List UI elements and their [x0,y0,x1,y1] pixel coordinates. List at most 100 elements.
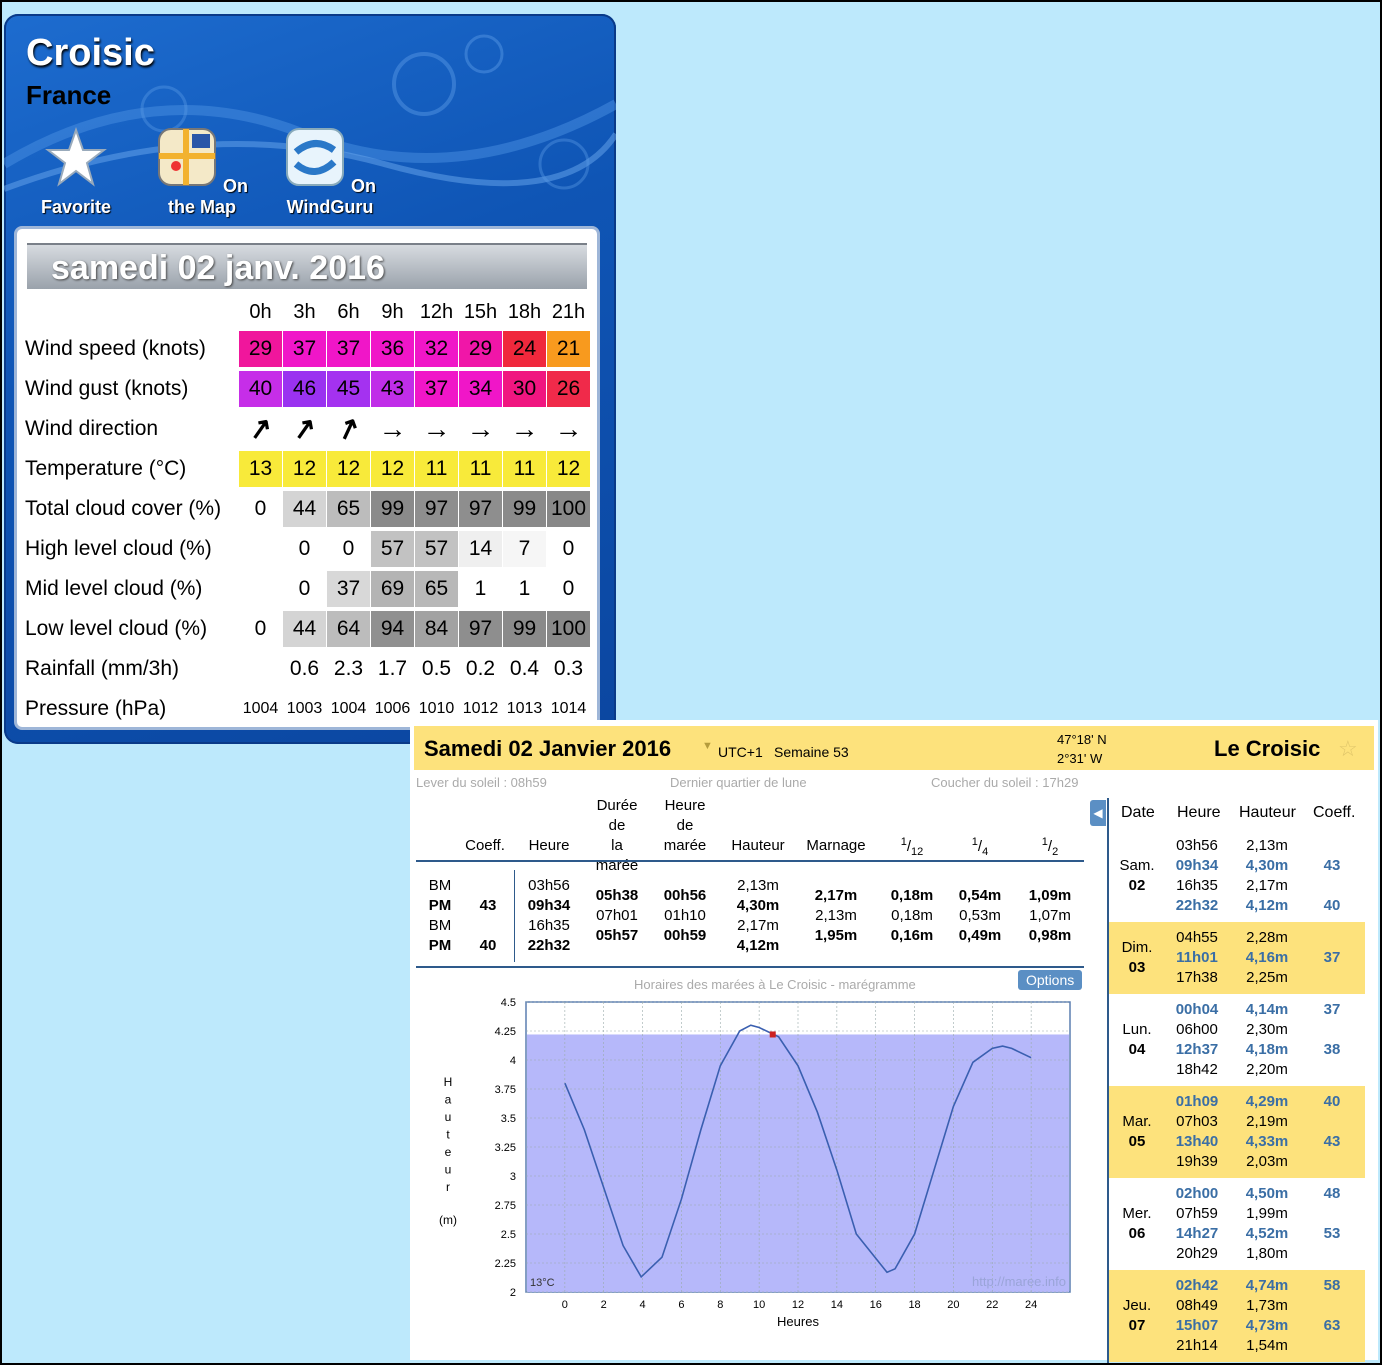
side-day-row: Mer. 06 02h00 4,50m 48 07h59 1,99m 14h27 4,52m 53… [1109,1178,1365,1270]
forecast-cell: 99 [371,491,414,527]
tide-quarter: 0,53m [959,907,1001,924]
table-vsep [514,870,515,962]
side-coeff: 43 [1323,1133,1341,1150]
forecast-cell: 32 [415,331,458,367]
tide-date[interactable]: Samedi 02 Janvier 2016 [424,736,672,761]
side-day-name: Mar. [1122,1113,1152,1130]
forecast-cell: 36 [371,331,414,367]
forecast-cell: 99 [503,611,546,647]
side-time: 08h49 [1176,1297,1218,1314]
forecast-row-label: Wind gust (knots) [25,377,189,400]
tide-half: 0,98m [1028,927,1072,944]
y-tick-label: 2.25 [495,1258,516,1270]
y-tick-label: 2.75 [495,1200,516,1212]
forecast-cell: 0 [342,537,355,560]
hour-label: 0h [249,301,272,323]
y-axis-letter: t [446,1128,450,1142]
tide-range: 1,95m [814,927,858,944]
forecast-cell: 30 [503,371,546,407]
side-time: 14h27 [1175,1225,1219,1242]
tide-duration: 07h01 [596,907,638,924]
forecast-cell: 12 [547,451,590,487]
tide-duration: 05h38 [595,887,639,904]
y-tick-label: 3.75 [495,1084,516,1096]
side-height: 4,18m [1245,1041,1289,1058]
forecast-row: Rainfall (mm/3h) 0.6 2.3 1.7 0.5 0.2 0.4 0.3 [17,649,597,689]
wind-arrow-icon: → [554,413,583,444]
side-time: 21h14 [1176,1337,1218,1354]
side-col-heure: Heure [1177,804,1221,821]
col-heure: Heure [528,837,570,854]
date-dropdown-icon[interactable]: ▼ [702,740,713,752]
collapse-arrow-icon[interactable]: ◀ [1090,800,1106,826]
forecast-cell: 0 [254,497,267,520]
y-tick-label: 4.25 [495,1026,516,1038]
side-coeff: 37 [1323,1001,1341,1018]
side-time: 19h39 [1176,1153,1218,1170]
hour-label: 9h [381,301,404,323]
forecast-cell: 1013 [506,700,543,717]
side-height: 4,29m [1245,1093,1289,1110]
side-time: 03h56 [1176,837,1218,854]
side-height: 2,30m [1246,1021,1288,1038]
x-tick-label: 0 [562,1299,568,1311]
chart-caption: Horaires des marées à Le Croisic - marég… [634,977,916,992]
tide-curve [564,1024,1032,1279]
side-height: 1,73m [1246,1297,1288,1314]
side-time: 17h38 [1176,969,1218,986]
forecast-row: Wind gust (knots) 40 46 45 43 37 34 30 26 [17,369,597,409]
favorite-button[interactable]: Favorite [36,126,116,218]
forecast-cell: 1003 [286,700,323,717]
side-height: 4,30m [1245,857,1289,874]
forecast-row: Temperature (°C) 13 12 12 12 11 11 11 12 [17,449,597,489]
side-day-name: Lun. [1122,1021,1152,1038]
forecast-row-label: Pressure (hPa) [25,697,167,720]
side-day-row: Sam. 02 03h56 2,13m 09h34 4,30m 43 16h35 2,17m 22… [1109,830,1365,922]
options-button[interactable]: Options [1018,970,1083,990]
forecast-cell: 34 [459,371,502,407]
wind-arrow-icon: → [422,413,451,444]
side-coeff: 48 [1323,1185,1341,1202]
on-windguru-button[interactable]: On WindGuru [270,126,390,218]
x-tick-label: 8 [717,1299,723,1311]
hour-label: 3h [293,301,316,323]
tide-coeff: 40 [479,937,497,954]
tide-time: 09h34 [527,897,571,914]
x-tick-label: 4 [640,1299,646,1311]
on-the-map-button[interactable]: On the Map [150,126,254,218]
forecast-cell: 46 [283,371,326,407]
wind-arrow-icon: ↗ [246,411,275,446]
favorite-star-icon[interactable]: ☆ [1338,736,1358,761]
side-time: 20h29 [1176,1245,1218,1262]
tide-quarter: 0,49m [958,927,1002,944]
side-time: 11h01 [1176,949,1218,966]
forecast-cell: 1004 [330,700,367,717]
forecast-row: High level cloud (%) 0 0 57 57 14 7 0 [17,529,597,569]
y-tick-label: 4.5 [501,997,516,1009]
city-name: Croisic [26,32,155,74]
country-name: France [26,80,112,110]
side-height: 4,12m [1245,897,1289,914]
side-day-name: Jeu. [1122,1297,1152,1314]
forecast-cell: 45 [327,371,370,407]
forecast-cell: 0 [254,617,267,640]
map-icon [157,128,216,186]
tide-range: 2,13m [815,907,857,924]
x-tick-label: 6 [678,1299,684,1311]
forecast-row: Low level cloud (%) 0 44 64 94 84 97 99 100 [17,609,597,649]
moon-phase: Dernier quartier de lune [670,775,807,790]
tide-twelfth: 0,18m [890,887,934,904]
tide-time: 03h56 [528,877,570,894]
forecast-cell: 7 [503,531,546,567]
side-height: 2,13m [1246,837,1288,854]
forecast-row-label: Temperature (°C) [25,457,187,480]
tide-half: 1,07m [1029,907,1071,924]
forecast-row-label: Mid level cloud (%) [25,577,203,600]
side-time: 18h42 [1176,1061,1218,1078]
wind-arrow-icon: ↗ [290,411,319,446]
forecast-cell: 64 [327,611,370,647]
y-axis-letter: u [445,1110,452,1124]
tide-height: 4,30m [736,897,780,914]
forecast-cell: 57 [415,531,458,567]
